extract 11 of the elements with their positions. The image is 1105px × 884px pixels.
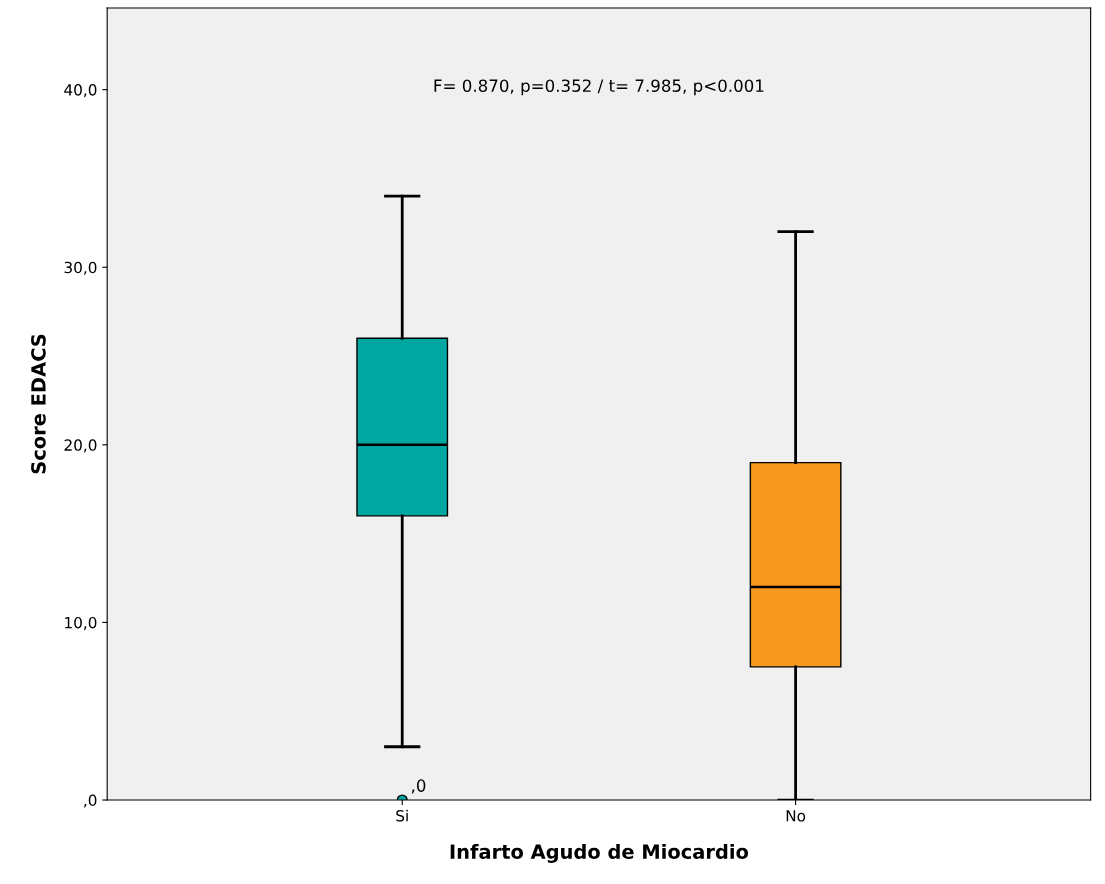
annotation: ,0 <box>411 779 426 794</box>
y-tick-label: ,0 <box>84 794 97 808</box>
x-tick-label: Si <box>396 809 408 822</box>
y-tick-label: 30,0 <box>64 261 97 275</box>
annotation: F= 0.870, p=0.352 / t= 7.985, p<0.001 <box>434 79 764 96</box>
x-axis-title: Infarto Agudo de Miocardio <box>450 843 749 863</box>
y-tick-label: 20,0 <box>64 439 97 453</box>
x-tick-label: No <box>786 810 806 822</box>
y-axis-title: Score EDACS <box>31 334 46 474</box>
y-tick-label: 10,0 <box>65 616 97 631</box>
y-tick-label: 40,0 <box>64 84 97 98</box>
